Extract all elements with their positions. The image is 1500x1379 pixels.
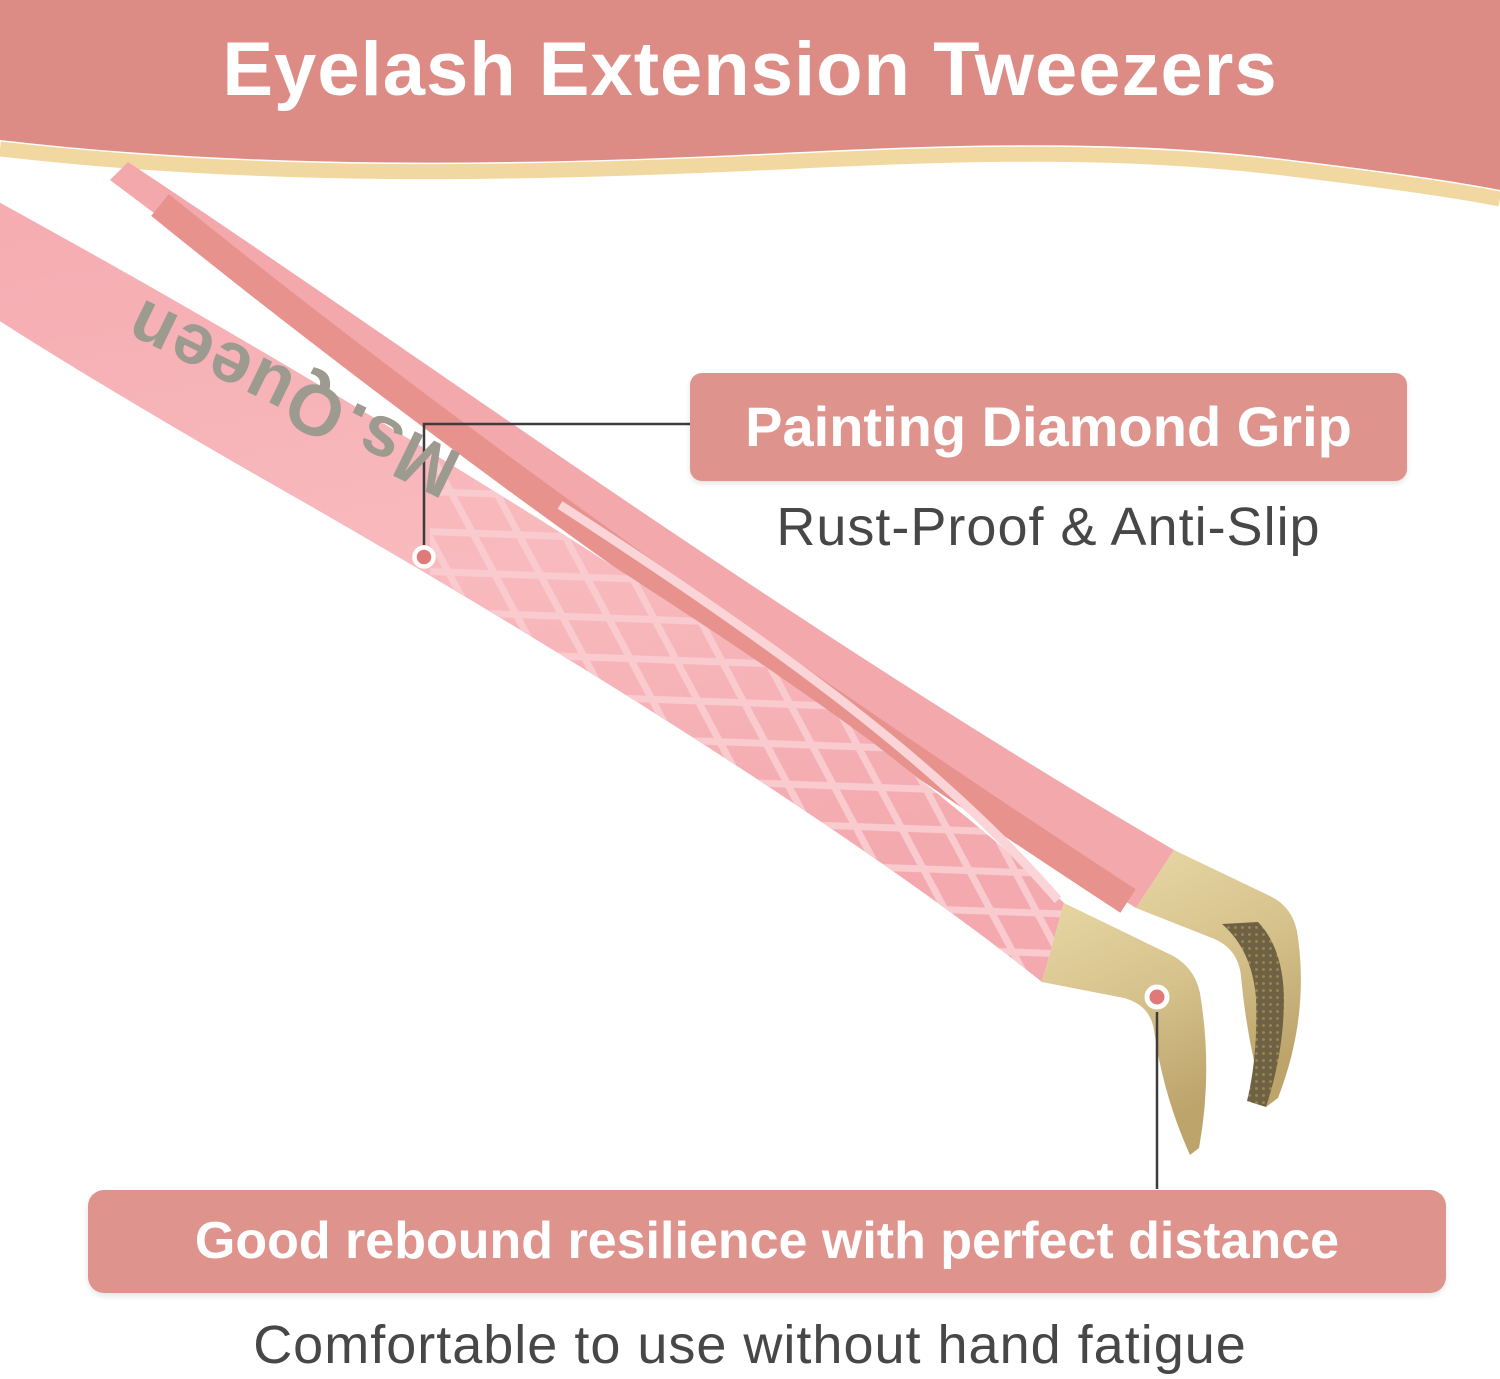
- rebound-callout-marker: [1144, 984, 1170, 1010]
- diamond-grip-pattern: [430, 451, 1064, 982]
- tweezer-back-arm-inner-shade: [151, 194, 1136, 913]
- tweezer-back-arm: [110, 162, 1174, 908]
- rebound-feature-label: Good rebound resilience with perfect dis…: [88, 1190, 1446, 1293]
- grip-feature-label: Painting Diamond Grip: [690, 373, 1407, 481]
- banner-shape: [0, 0, 1500, 190]
- grip-callout-line: [422, 422, 692, 545]
- header-banner: [0, 0, 1500, 207]
- grip-edge-highlight: [557, 501, 1062, 903]
- rebound-feature-subtitle: Comfortable to use without hand fatigue: [253, 1315, 1247, 1375]
- tweezer-front-tip: [1042, 903, 1207, 1155]
- grip-callout-marker: [412, 545, 436, 569]
- tweezer-tip-knurled-face: [1222, 922, 1284, 1107]
- grip-feature-subtitle: Rust-Proof & Anti-Slip: [776, 497, 1321, 557]
- banner-gold-trim: [0, 141, 1500, 207]
- page-title: Eyelash Extension Tweezers: [222, 27, 1278, 112]
